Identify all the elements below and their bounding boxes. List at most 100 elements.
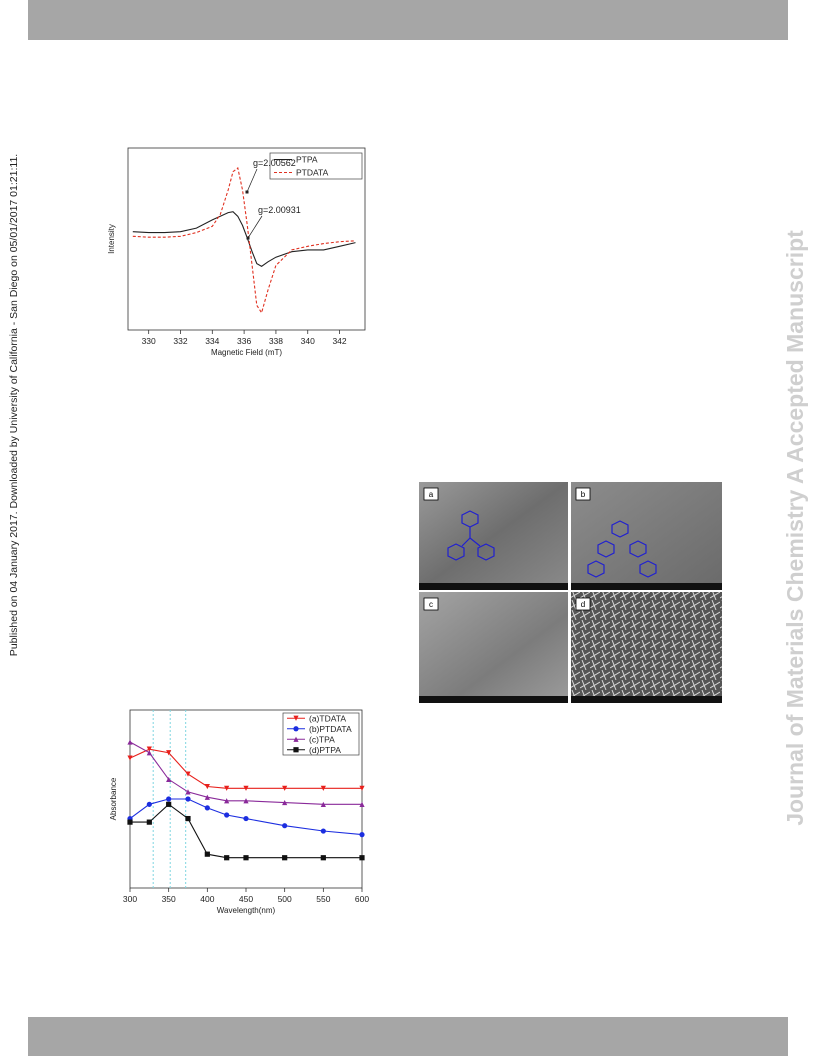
data-point (320, 855, 326, 861)
x-axis-label: Magnetic Field (mT) (211, 348, 282, 357)
header-bar (28, 0, 788, 40)
annotation-arrow (247, 215, 263, 239)
data-point (224, 812, 230, 818)
data-point (146, 746, 152, 752)
data-point (243, 798, 249, 804)
x-tick-label: 340 (301, 336, 315, 346)
panel-label: b (581, 490, 586, 499)
chart: 330 332 334 336 338 340 342 Magnetic Field (mT)… (107, 147, 366, 357)
molecule-sketch (447, 510, 657, 578)
panel-label-box (575, 487, 591, 501)
data-point (204, 794, 210, 800)
watermark: Journal of Materials Chemistry A Accepte… (782, 230, 808, 826)
panel-label: a (429, 490, 434, 499)
data-point (320, 801, 326, 807)
legend-marker (293, 715, 299, 721)
panel-label: d (581, 600, 585, 609)
data-point (359, 855, 365, 861)
sem-image (571, 482, 722, 590)
scale-strip (571, 696, 722, 703)
x-axis-label: Wavelength(nm) (217, 906, 276, 915)
legend-label: (a)TDATA (309, 713, 346, 723)
series-line (129, 798, 363, 836)
sem-figure (419, 482, 722, 703)
data-point (243, 785, 249, 791)
y-axis-label: Intensity (107, 224, 116, 254)
scale-strip (419, 583, 568, 590)
side-note: Published on 04 January 2017. Downloaded… (8, 154, 20, 656)
legend-label: (d)PTPA (309, 745, 341, 755)
x-tick-label: 300 (123, 894, 137, 904)
x-tick-label: 342 (332, 336, 346, 346)
footer-bar (28, 1017, 788, 1056)
data-point (359, 801, 365, 807)
data-point (166, 750, 172, 756)
x-tick-label: 450 (239, 894, 253, 904)
legend-label: (b)PTDATA (309, 724, 352, 734)
scale-strip (571, 583, 722, 590)
data-point (224, 855, 230, 861)
data-point (282, 785, 288, 791)
data-point (185, 815, 191, 822)
legend-marker (293, 747, 299, 753)
panel-label-box (423, 597, 439, 611)
data-point (320, 828, 326, 834)
x-tick-label: 334 (205, 336, 219, 346)
data-point (224, 785, 230, 791)
sem-image (419, 482, 568, 590)
data-point (185, 796, 191, 802)
annotation: g=2.00562 (253, 158, 296, 168)
legend-label: PTPA (296, 155, 318, 165)
data-point (127, 739, 133, 745)
annotation-point (245, 190, 249, 194)
panel-label-box (575, 597, 591, 611)
series-line (132, 167, 356, 315)
legend-label: PTDATA (296, 168, 329, 178)
data-point (204, 851, 210, 857)
data-point (166, 776, 172, 783)
data-point (166, 796, 172, 802)
data-point (146, 801, 152, 807)
data-point (320, 785, 326, 791)
data-point (282, 855, 288, 861)
sem-image (571, 592, 722, 703)
sem-image (419, 592, 568, 703)
legend-marker (293, 726, 299, 732)
data-point (146, 750, 152, 756)
data-point (204, 783, 210, 790)
x-tick-label: 332 (173, 336, 187, 346)
data-point (282, 823, 288, 829)
data-point (185, 771, 191, 777)
annotation: g=2.00931 (258, 205, 301, 215)
series-line (129, 748, 362, 789)
data-point (166, 801, 172, 807)
data-point (243, 855, 249, 861)
x-tick-label: 336 (237, 336, 251, 346)
panel-label: c (429, 600, 433, 609)
chart: 300 350 400 450 500 550 600 Wavelength(nm) Absor… (109, 709, 369, 915)
series-line (130, 803, 362, 859)
panel-label-box (423, 487, 439, 501)
data-point (243, 815, 249, 822)
data-point (185, 789, 191, 795)
data-point (146, 819, 152, 825)
series-line (129, 741, 362, 805)
x-tick-label: 330 (142, 336, 156, 346)
x-tick-label: 338 (269, 336, 283, 346)
data-point (127, 819, 133, 825)
legend-marker (293, 736, 299, 742)
data-point (204, 805, 210, 811)
y-axis-label: Absorbance (109, 777, 118, 820)
data-point (224, 798, 230, 804)
plot-frame (127, 147, 366, 331)
x-tick-label: 400 (200, 894, 214, 904)
x-tick-label: 550 (316, 894, 330, 904)
x-tick-label: 350 (162, 894, 176, 904)
data-point (359, 832, 365, 838)
legend-box (269, 152, 363, 180)
series-line (132, 211, 356, 267)
legend-label: (c)TPA (309, 734, 335, 744)
annotation-point (246, 236, 250, 240)
data-point (127, 755, 133, 761)
